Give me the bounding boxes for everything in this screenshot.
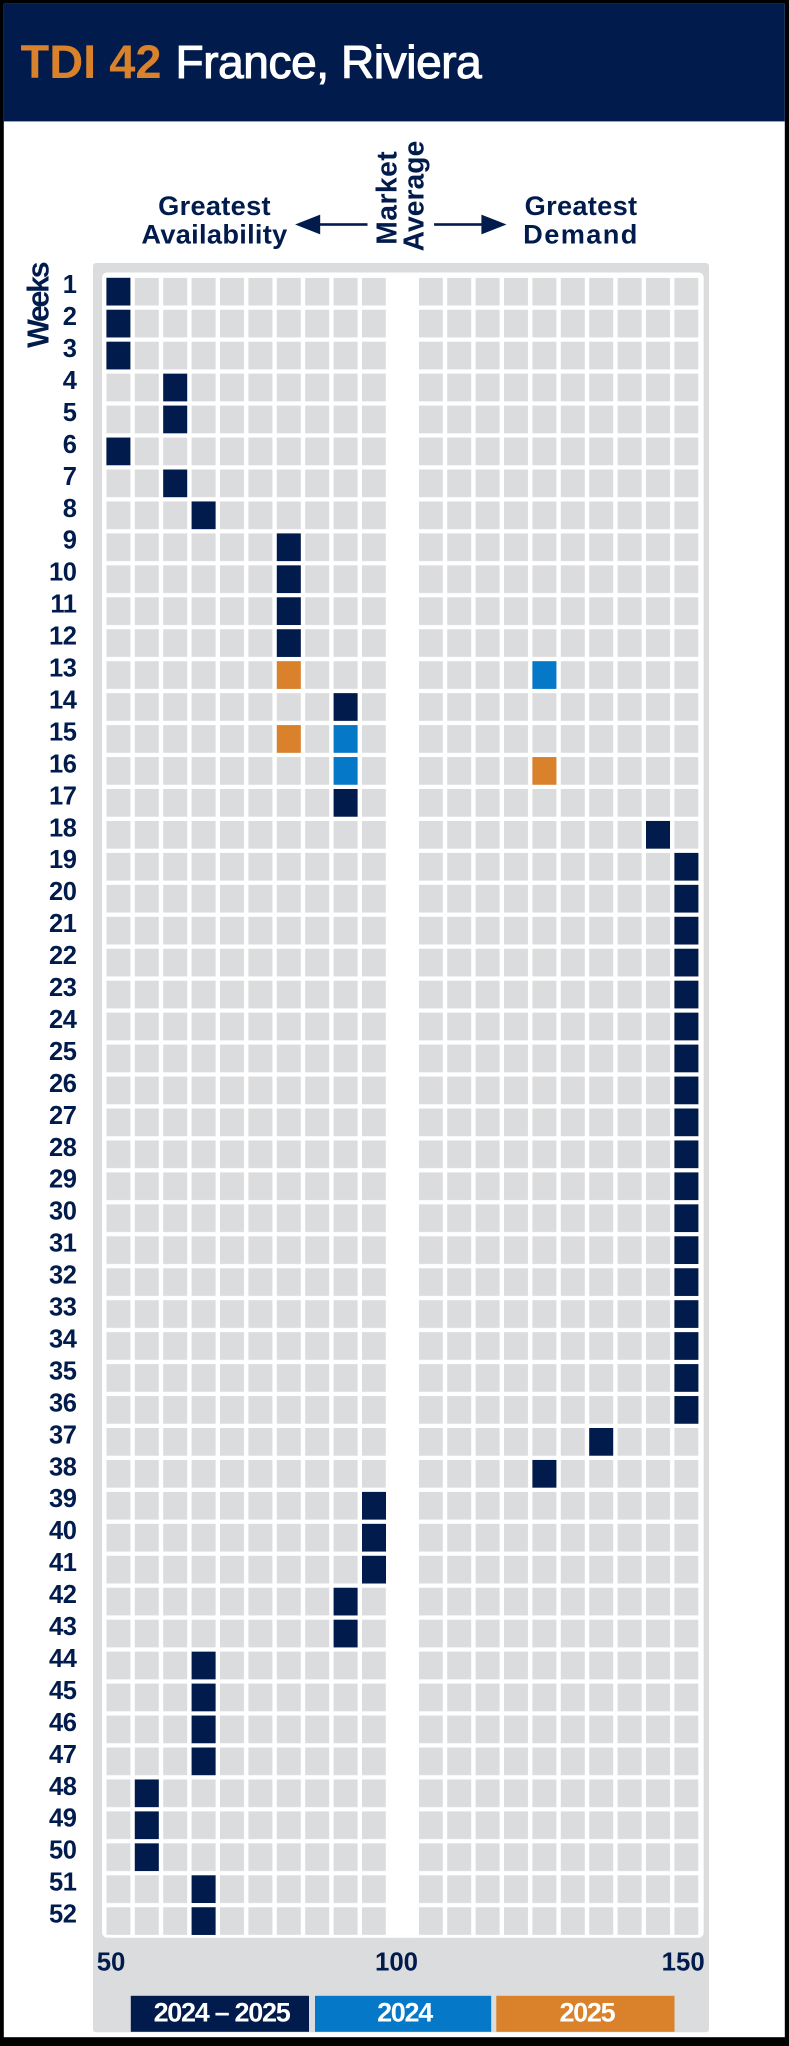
svg-text:30: 30 [49, 1198, 77, 1226]
svg-text:3: 3 [63, 335, 77, 363]
svg-text:48: 48 [49, 1773, 77, 1801]
svg-text:Weeks: Weeks [22, 262, 56, 348]
svg-text:32: 32 [49, 1262, 77, 1290]
svg-text:46: 46 [49, 1709, 77, 1737]
svg-text:17: 17 [49, 782, 77, 810]
svg-text:20: 20 [49, 878, 77, 906]
svg-text:27: 27 [49, 1102, 77, 1130]
svg-text:9: 9 [63, 527, 77, 555]
svg-text:44: 44 [49, 1645, 78, 1673]
svg-text:40: 40 [49, 1517, 77, 1545]
svg-text:2: 2 [63, 303, 77, 331]
svg-text:23: 23 [49, 974, 77, 1002]
svg-text:18: 18 [49, 814, 77, 842]
svg-text:13: 13 [49, 655, 77, 683]
svg-text:11: 11 [50, 591, 76, 619]
svg-text:12: 12 [49, 623, 77, 651]
svg-text:34: 34 [49, 1325, 78, 1353]
svg-text:33: 33 [49, 1294, 77, 1322]
svg-text:2024: 2024 [377, 1997, 433, 2027]
svg-text:29: 29 [49, 1166, 77, 1194]
svg-text:TDI 42: TDI 42 [21, 35, 162, 88]
svg-text:25: 25 [49, 1038, 77, 1066]
svg-text:150: 150 [662, 1948, 705, 1976]
svg-text:16: 16 [49, 750, 77, 778]
svg-text:2024 – 2025: 2024 – 2025 [154, 1997, 291, 2027]
svg-text:47: 47 [49, 1741, 77, 1769]
svg-text:42: 42 [49, 1581, 77, 1609]
svg-text:15: 15 [49, 718, 77, 746]
svg-text:45: 45 [49, 1677, 77, 1705]
svg-text:35: 35 [49, 1357, 77, 1385]
svg-text:France, Riviera: France, Riviera [176, 36, 483, 88]
svg-text:6: 6 [63, 431, 77, 459]
svg-text:50: 50 [49, 1837, 77, 1865]
svg-text:5: 5 [63, 399, 77, 427]
svg-text:22: 22 [49, 942, 77, 970]
svg-text:Average: Average [398, 141, 430, 252]
svg-text:41: 41 [49, 1549, 77, 1577]
svg-text:100: 100 [375, 1948, 418, 1976]
svg-text:Demand: Demand [523, 219, 639, 250]
svg-text:51: 51 [49, 1869, 77, 1897]
svg-text:10: 10 [49, 559, 77, 587]
svg-text:28: 28 [49, 1134, 77, 1162]
svg-text:14: 14 [49, 686, 78, 714]
svg-text:Greatest: Greatest [525, 190, 638, 221]
svg-text:7: 7 [63, 463, 77, 491]
svg-text:Market: Market [371, 151, 403, 245]
svg-text:50: 50 [97, 1948, 126, 1976]
svg-text:38: 38 [49, 1453, 77, 1481]
svg-text:1: 1 [63, 271, 77, 299]
svg-text:19: 19 [49, 846, 77, 874]
svg-text:37: 37 [49, 1421, 77, 1449]
svg-text:31: 31 [49, 1230, 77, 1258]
svg-text:8: 8 [63, 495, 77, 523]
svg-text:24: 24 [49, 1006, 78, 1034]
svg-text:26: 26 [49, 1070, 77, 1098]
svg-text:49: 49 [49, 1805, 77, 1833]
svg-text:Greatest: Greatest [158, 190, 271, 221]
svg-text:Availability: Availability [141, 219, 287, 250]
svg-text:21: 21 [49, 910, 77, 938]
svg-text:39: 39 [49, 1485, 77, 1513]
svg-text:43: 43 [49, 1613, 77, 1641]
svg-text:52: 52 [49, 1901, 77, 1929]
svg-text:36: 36 [49, 1389, 77, 1417]
svg-text:4: 4 [63, 367, 78, 395]
svg-text:2025: 2025 [559, 1997, 615, 2027]
